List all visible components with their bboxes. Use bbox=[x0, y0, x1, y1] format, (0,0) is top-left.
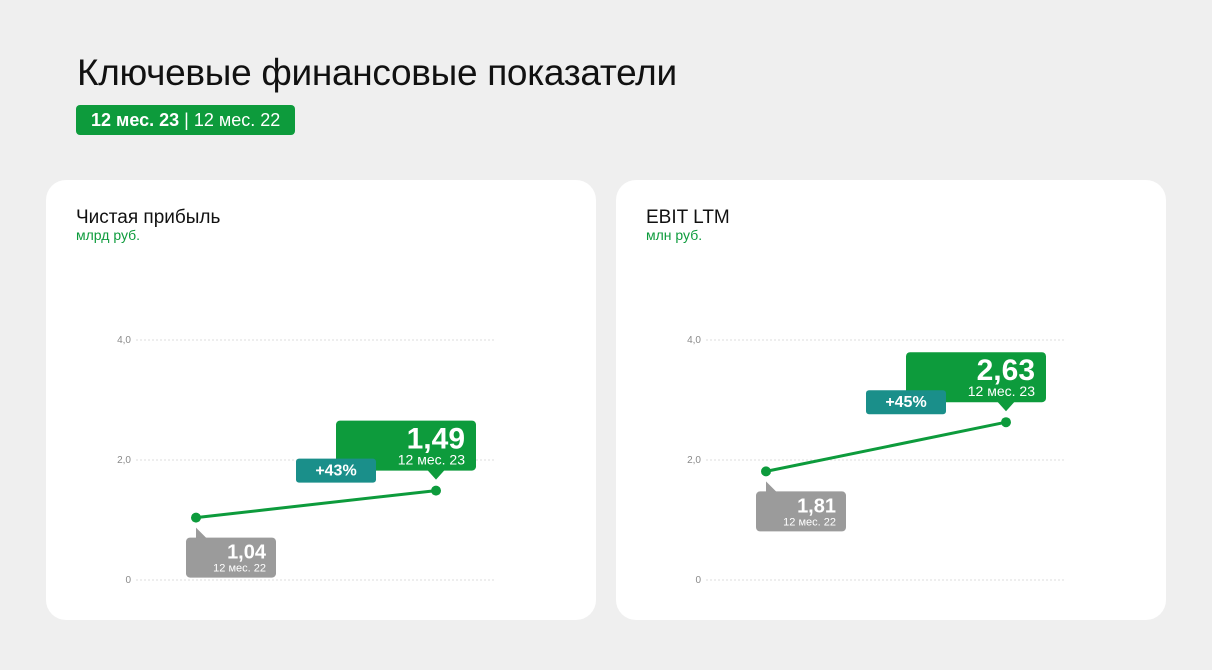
data-label-previous: 1,81 bbox=[797, 495, 836, 517]
page-title: Ключевые финансовые показатели bbox=[77, 52, 677, 93]
period-option-previous[interactable]: 12 мес. 22 bbox=[193, 109, 281, 130]
y-tick-label: 0 bbox=[125, 575, 131, 586]
growth-badge-box bbox=[296, 458, 376, 483]
data-point-previous bbox=[761, 466, 771, 477]
data-label-previous: 1,04 bbox=[227, 542, 267, 564]
y-tick-label: 2,0 bbox=[117, 455, 131, 466]
period-label-previous: 12 мес. 22 bbox=[783, 516, 836, 528]
growth-badge-box bbox=[866, 390, 946, 415]
chart-card-net-profit: Чистая прибыль млрд руб. 0 2,0 4,0 1,04 12 м… bbox=[46, 180, 596, 620]
data-label-current: 2,63 bbox=[977, 354, 1035, 387]
period-toggle[interactable]: 12 мес. 23 | 12 мес. 22 bbox=[76, 105, 296, 135]
callout-box bbox=[336, 420, 476, 471]
chart-title: Чистая прибыль bbox=[76, 207, 221, 228]
data-point-current bbox=[1001, 417, 1011, 428]
period-separator: | bbox=[184, 109, 189, 130]
chart-unit: млн руб. bbox=[646, 227, 703, 243]
callout-pointer bbox=[997, 401, 1015, 412]
chart-unit: млрд руб. bbox=[76, 227, 141, 243]
callout-box bbox=[906, 352, 1046, 403]
growth-badge: +45% bbox=[866, 390, 946, 415]
growth-label: +45% bbox=[885, 394, 926, 411]
chart-title: EBIT LTM bbox=[646, 207, 730, 228]
data-point-current bbox=[431, 485, 441, 496]
period-option-current[interactable]: 12 мес. 23 bbox=[91, 109, 180, 130]
callout-box bbox=[756, 491, 846, 532]
y-tick-label: 4,0 bbox=[687, 335, 701, 346]
y-tick-label: 2,0 bbox=[687, 455, 701, 466]
chart-card-ebit-ltm: EBIT LTM млн руб. 0 2,0 4,0 1,81 12 мес. 22 2… bbox=[616, 180, 1166, 620]
callout-pointer bbox=[766, 481, 778, 494]
growth-label: +43% bbox=[315, 463, 356, 480]
series-line bbox=[764, 420, 1008, 473]
period-label-current: 12 мес. 23 bbox=[398, 452, 465, 468]
callout-box bbox=[186, 537, 276, 578]
growth-badge: +43% bbox=[296, 458, 376, 483]
data-label-current: 1,49 bbox=[407, 423, 465, 456]
callout-pointer bbox=[196, 527, 208, 540]
y-tick-label: 0 bbox=[695, 575, 701, 586]
y-tick-label: 4,0 bbox=[117, 335, 131, 346]
series-line bbox=[194, 489, 438, 520]
period-label-current: 12 мес. 23 bbox=[968, 383, 1035, 399]
data-point-previous bbox=[191, 512, 201, 523]
callout-pointer bbox=[427, 469, 445, 480]
period-label-previous: 12 мес. 22 bbox=[213, 563, 266, 575]
